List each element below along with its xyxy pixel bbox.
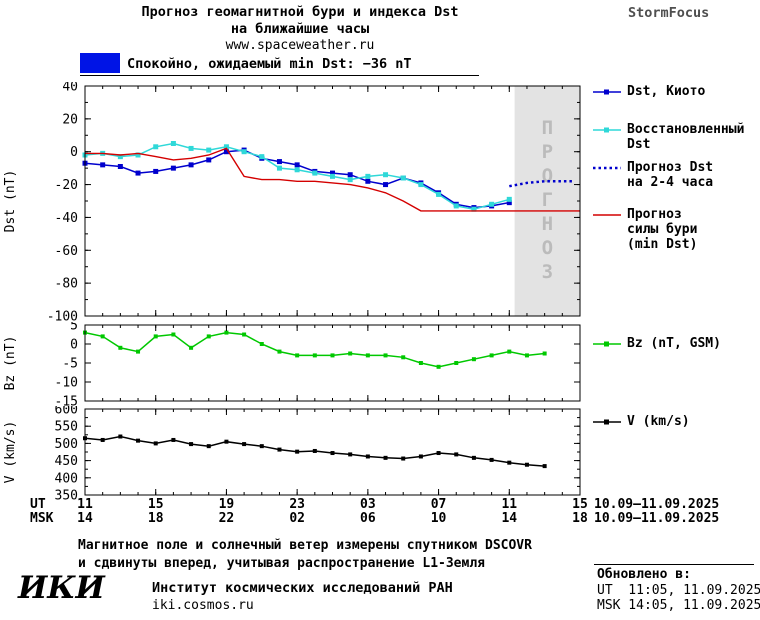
storm-forecast-swatch-icon [593,214,621,216]
status-underline [80,75,479,76]
svg-text:П: П [542,117,553,139]
status-color-swatch [80,53,120,73]
bz-chart: 5 0 -5 -10 -15 Bz (nT) [3,322,581,409]
x-tick-label: 18 [147,511,164,526]
legend-dst-kyoto-label: Dst, Киото [627,84,706,99]
x-tick-label: 23 [289,497,305,512]
x-tick-label: 15 [572,497,588,512]
x-tick-label: 22 [218,511,235,526]
svg-text:-10: -10 [55,376,78,391]
svg-text:-15: -15 [55,395,78,409]
iki-site-link[interactable]: iki.cosmos.ru [152,598,254,613]
updated-ut: UT 11:05, 11.09.2025 [597,583,760,598]
legend-v-label: V (km/s) [627,414,690,429]
svg-text:-20: -20 [55,178,78,193]
x-tick-label: 06 [360,511,376,526]
svg-text:500: 500 [55,437,78,452]
legend-dst-forecast-label: Прогноз Dst на 2-4 часа [627,160,714,190]
legend-dst-forecast: Прогноз Dst на 2-4 часа [592,160,713,190]
svg-text:20: 20 [62,112,78,127]
iki-logo: ИКИ [18,570,105,606]
legend-dst-reconstructed-label: Восстановленный Dst [627,122,745,152]
svg-text:О: О [542,165,553,187]
page-title-line1: Прогноз геомагнитной бури и индекса Dst [141,4,459,20]
svg-text:Р: Р [542,141,553,163]
institute-name: Институт космических исследований РАН [152,580,453,596]
svg-text:Dst (nT): Dst (nT) [3,170,18,233]
svg-text:О: О [542,237,553,259]
xaxis-msk-row: MSK 10.09–11.09.2025 14 18 22 02 06 10 14 18 [0,512,760,526]
x-tick-label: 14 [77,511,93,526]
dst-forecast-swatch-icon [593,166,621,170]
svg-text:З: З [542,261,553,283]
svg-text:Н: Н [542,213,553,235]
ut-label: UT [30,497,46,512]
x-tick-label: 19 [218,497,235,512]
legend-bz: Bz (nT, GSM) [592,336,721,351]
svg-text:V (km/s): V (km/s) [3,421,18,484]
svg-text:-40: -40 [55,211,78,226]
updated-label: Обновлено в: [597,567,691,582]
x-tick-label: 15 [147,497,164,512]
legend-bz-label: Bz (nT, GSM) [627,336,721,351]
v-chart: 600 550 500 450 400 350 V (km/s) [3,406,581,504]
x-tick-label: 02 [289,511,305,526]
updated-msk: MSK 14:05, 11.09.2025 [597,598,760,613]
v-swatch-icon [593,419,621,425]
header: Прогноз геомагнитной бури и индекса Dst … [60,4,540,54]
x-tick-label: 10 [430,511,447,526]
annotation-line2: и сдвинуты вперед, учитывая распростране… [78,556,485,571]
footer-divider [594,564,754,565]
x-tick-label: 11 [501,497,518,512]
svg-text:600: 600 [55,406,78,418]
page-title-line2: на ближайшие часы [230,21,370,37]
date-range-msk: 10.09–11.09.2025 [594,511,720,526]
x-tick-label: 18 [572,511,588,526]
brand-label: StormFocus [628,5,710,21]
bz-swatch-icon [593,341,621,347]
svg-text:-80: -80 [55,277,78,292]
legend-v: V (km/s) [592,414,690,429]
svg-text:5: 5 [70,322,78,334]
legend-dst-reconstructed: Восстановленный Dst [592,122,744,152]
x-tick-label: 07 [430,497,447,512]
x-tick-label: 11 [77,497,93,512]
legend-storm-forecast: Прогноз силы бури (min Dst) [592,207,697,252]
svg-text:-100: -100 [47,310,78,325]
legend-storm-forecast-label: Прогноз силы бури (min Dst) [627,207,698,252]
dst-reconstructed-swatch-icon [593,127,621,133]
svg-text:350: 350 [55,489,78,504]
svg-text:0: 0 [70,145,78,160]
svg-text:400: 400 [55,471,78,486]
x-tick-label: 14 [501,511,518,526]
svg-text:450: 450 [55,454,78,469]
svg-text:Г: Г [542,189,553,211]
svg-text:40: 40 [62,82,78,95]
spaceweather-link[interactable]: www.spaceweather.ru [225,38,375,53]
svg-text:550: 550 [55,420,78,435]
dst-kyoto-swatch-icon [593,89,621,95]
msk-label: MSK [30,511,54,526]
x-tick-label: 03 [360,497,376,512]
status-text: Спокойно, ожидаемый min Dst: −36 nT [127,56,412,72]
svg-text:-60: -60 [55,244,78,259]
date-range-ut: 10.09–11.09.2025 [594,497,720,512]
legend-dst-kyoto: Dst, Киото [592,84,705,99]
annotation-line1: Магнитное поле и солнечный ветер измерен… [78,538,532,553]
svg-text:Bz (nT): Bz (nT) [3,336,18,391]
svg-text:-5: -5 [62,357,78,372]
svg-text:0: 0 [70,338,78,353]
xaxis-ut-row: UT 10.09–11.09.2025 11 15 19 23 03 07 11 15 [0,498,760,512]
